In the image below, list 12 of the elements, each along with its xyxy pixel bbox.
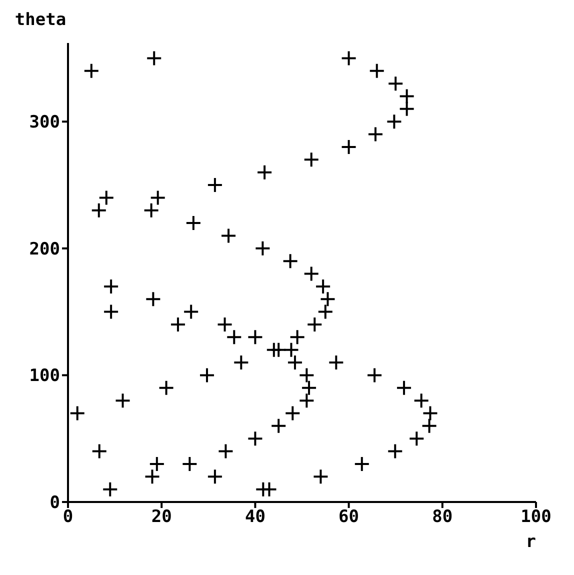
x-tick-label: 40 <box>244 507 266 528</box>
x-tick-label: 100 <box>520 507 552 528</box>
y-tick-label: 100 <box>29 366 60 386</box>
y-axis-title: theta <box>14 10 66 30</box>
x-tick-label: 80 <box>432 507 453 528</box>
y-tick-label: 0 <box>50 493 60 514</box>
x-tick-label: 20 <box>151 507 172 528</box>
x-axis-title: r <box>526 532 536 552</box>
x-tick-label: 0 <box>62 507 74 528</box>
y-tick-label: 300 <box>29 112 60 133</box>
y-tick-label: 200 <box>29 239 60 260</box>
x-tick-label: 60 <box>338 507 360 528</box>
